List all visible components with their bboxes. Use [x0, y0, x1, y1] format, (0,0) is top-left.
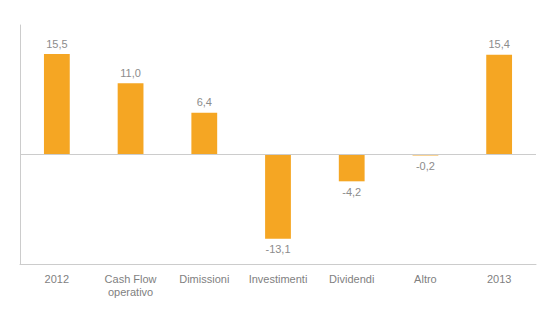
svg-text:15,5: 15,5 [46, 38, 67, 50]
svg-text:-13,1: -13,1 [265, 243, 290, 255]
svg-text:operativo: operativo [108, 286, 153, 298]
svg-text:11,0: 11,0 [120, 67, 141, 79]
svg-text:Dividendi: Dividendi [329, 273, 374, 285]
svg-text:Dimissioni: Dimissioni [179, 273, 229, 285]
svg-text:-4,2: -4,2 [342, 186, 361, 198]
svg-text:15,4: 15,4 [488, 38, 509, 50]
svg-text:6,4: 6,4 [197, 96, 212, 108]
svg-text:Cash Flow: Cash Flow [105, 273, 157, 285]
svg-text:-0,2: -0,2 [416, 160, 435, 172]
svg-text:Investimenti: Investimenti [249, 273, 308, 285]
svg-text:2012: 2012 [45, 273, 69, 285]
svg-text:2013: 2013 [487, 273, 511, 285]
svg-text:Altro: Altro [414, 273, 437, 285]
